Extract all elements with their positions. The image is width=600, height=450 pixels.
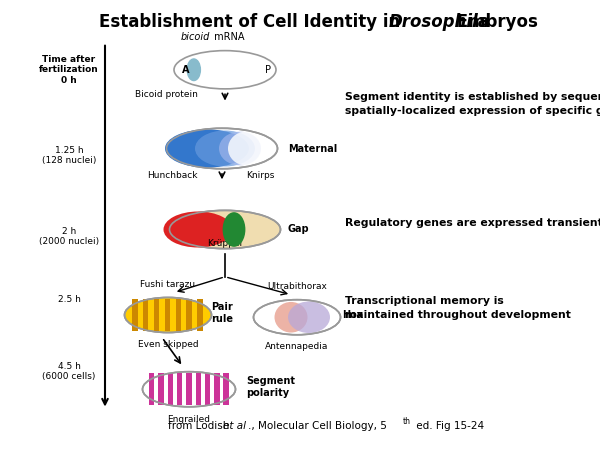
Bar xyxy=(143,299,148,331)
Ellipse shape xyxy=(223,212,245,247)
Bar xyxy=(167,373,173,405)
Text: Embryos: Embryos xyxy=(451,13,538,31)
Ellipse shape xyxy=(143,372,235,407)
Bar xyxy=(177,373,182,405)
Ellipse shape xyxy=(219,131,261,166)
Ellipse shape xyxy=(167,128,277,169)
Bar xyxy=(149,373,154,405)
Text: Hox: Hox xyxy=(342,310,363,320)
Text: Transcriptional memory is
maintained throughout development: Transcriptional memory is maintained thr… xyxy=(345,296,571,320)
Text: P: P xyxy=(265,65,271,75)
Ellipse shape xyxy=(228,131,264,166)
Bar xyxy=(165,299,170,331)
Text: Fushi tarazu: Fushi tarazu xyxy=(140,280,196,289)
Text: Drosophila: Drosophila xyxy=(389,13,490,31)
Text: Maternal: Maternal xyxy=(288,144,337,153)
Text: Segment
polarity: Segment polarity xyxy=(246,376,295,398)
Bar xyxy=(154,299,159,331)
Text: Antennapedia: Antennapedia xyxy=(265,342,329,351)
Text: Knirps: Knirps xyxy=(246,171,274,180)
Text: Engrailed: Engrailed xyxy=(167,415,211,424)
Text: from Lodish: from Lodish xyxy=(168,421,233,431)
Bar xyxy=(205,373,210,405)
Text: 4.5 h
(6000 cells): 4.5 h (6000 cells) xyxy=(43,361,95,381)
Bar xyxy=(197,299,203,331)
Ellipse shape xyxy=(195,130,255,166)
Text: Regulatory genes are expressed transiently: Regulatory genes are expressed transient… xyxy=(345,218,600,228)
Ellipse shape xyxy=(125,297,212,333)
Ellipse shape xyxy=(254,300,341,335)
Bar xyxy=(187,299,192,331)
Text: A: A xyxy=(182,65,189,75)
Text: Time after
fertilization
0 h: Time after fertilization 0 h xyxy=(39,55,99,85)
Ellipse shape xyxy=(275,302,308,333)
Text: Establishment of Cell Identity in: Establishment of Cell Identity in xyxy=(99,13,406,31)
Text: Gap: Gap xyxy=(288,225,310,234)
Ellipse shape xyxy=(165,130,249,168)
Bar xyxy=(176,299,181,331)
Text: Bicoid protein: Bicoid protein xyxy=(135,90,198,99)
Text: mRNA: mRNA xyxy=(211,32,245,42)
Bar xyxy=(214,373,220,405)
Text: Segment identity is established by sequential
spatially-localized expression of : Segment identity is established by seque… xyxy=(345,91,600,116)
Ellipse shape xyxy=(187,59,200,81)
Text: 2.5 h: 2.5 h xyxy=(58,295,80,304)
Text: Even skipped: Even skipped xyxy=(137,340,199,349)
Text: ed. Fig 15-24: ed. Fig 15-24 xyxy=(413,421,484,431)
Bar xyxy=(186,373,191,405)
Ellipse shape xyxy=(174,51,276,89)
Text: bicoid: bicoid xyxy=(181,32,210,42)
Text: Ultrabithorax: Ultrabithorax xyxy=(267,282,327,291)
Bar xyxy=(223,373,229,405)
Bar xyxy=(196,373,201,405)
Text: et al: et al xyxy=(223,421,246,431)
Text: Pair
rule: Pair rule xyxy=(211,302,233,324)
Text: 1.25 h
(128 nuclei): 1.25 h (128 nuclei) xyxy=(42,145,96,165)
Text: Krüppel: Krüppel xyxy=(208,238,242,248)
Bar xyxy=(132,299,137,331)
Ellipse shape xyxy=(288,302,330,333)
Ellipse shape xyxy=(163,212,233,248)
Bar xyxy=(158,373,164,405)
Text: ., Molecular Cell Biology, 5: ., Molecular Cell Biology, 5 xyxy=(248,421,386,431)
Text: 2 h
(2000 nuclei): 2 h (2000 nuclei) xyxy=(39,226,99,246)
Text: Hunchback: Hunchback xyxy=(148,171,198,180)
Ellipse shape xyxy=(170,211,281,248)
Text: th: th xyxy=(403,417,411,426)
